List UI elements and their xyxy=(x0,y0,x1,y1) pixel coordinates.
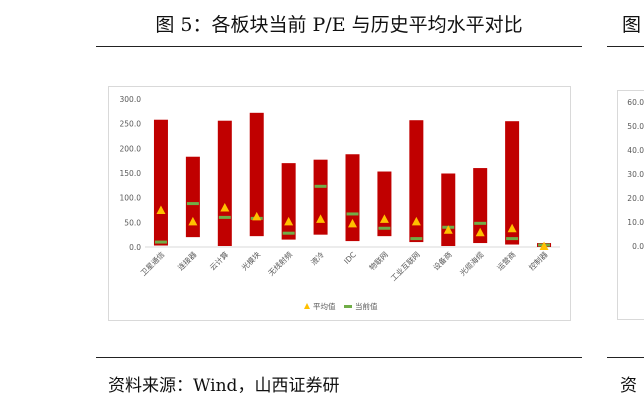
clipped-figure-title: 图 xyxy=(622,14,642,36)
legend-current-label: 当前值 xyxy=(355,301,378,311)
clipped-y-tick-label: 30.0 xyxy=(627,170,644,179)
current-marker xyxy=(218,215,231,219)
pe-chart: 300.0 250.0 200.0 150.0 100.0 50.0 0.0 卫星通信 连接器云… xyxy=(108,86,571,321)
y-tick-label: 50.0 xyxy=(124,218,141,227)
range-bar xyxy=(441,173,456,247)
x-tick-label: 无线射频 xyxy=(266,249,295,278)
range-bar xyxy=(377,171,392,237)
x-tick-label: 云计算 xyxy=(207,249,230,272)
pe-chart-svg: 300.0 250.0 200.0 150.0 100.0 50.0 0.0卫星通信 连接器云… xyxy=(120,95,560,311)
avg-marker xyxy=(188,216,198,226)
clipped-source-note: 资 xyxy=(620,376,637,396)
range-bar xyxy=(281,163,296,240)
avg-marker xyxy=(156,205,166,214)
range-bar xyxy=(345,154,360,242)
current-marker xyxy=(506,237,519,241)
x-tick-label: 工业互联网 xyxy=(388,249,422,283)
avg-marker xyxy=(539,241,549,251)
current-marker xyxy=(474,221,487,225)
range-bar xyxy=(185,156,200,238)
x-tick-label: 运营商 xyxy=(495,249,518,272)
avg-marker xyxy=(507,223,517,233)
x-tick-label: 光模块 xyxy=(239,249,262,272)
avg-marker xyxy=(220,203,230,212)
top-rule xyxy=(96,46,582,47)
y-tick-label: 150.0 xyxy=(120,169,142,178)
avg-marker xyxy=(252,211,262,221)
avg-marker xyxy=(284,216,294,226)
x-tick-label: 物联网 xyxy=(367,249,390,272)
x-tick-label: 设备商 xyxy=(431,249,454,272)
range-bar xyxy=(505,121,520,245)
x-tick-label: 连接器 xyxy=(175,249,198,272)
clipped-y-tick-label: 50.0 xyxy=(627,122,644,131)
y-tick-label: 250.0 xyxy=(120,120,142,129)
x-tick-label: 光缆海缆 xyxy=(457,249,486,278)
clipped-y-tick-label: 40.0 xyxy=(627,146,644,155)
clipped-chart: 60.0 50.0 40.0 30.0 20.0 10.0 0.0 xyxy=(617,90,644,320)
x-tick-label: IDC xyxy=(342,250,358,266)
avg-marker xyxy=(379,214,389,223)
y-tick-label: 0.0 xyxy=(129,243,141,252)
figure-title: 图 5：各板块当前 P/E 与历史平均水平对比 xyxy=(155,14,523,36)
current-marker xyxy=(410,237,423,241)
current-marker xyxy=(378,226,391,230)
avg-marker xyxy=(411,216,421,226)
legend-current-swatch xyxy=(344,305,352,308)
y-tick-label: 100.0 xyxy=(120,194,142,203)
range-bar xyxy=(153,119,168,246)
current-marker xyxy=(314,184,327,188)
y-tick-label: 300.0 xyxy=(120,95,142,104)
source-note: 资料来源：Wind，山西证券研 xyxy=(108,376,340,396)
avg-marker xyxy=(475,227,485,237)
range-bar xyxy=(217,120,232,247)
range-bar xyxy=(249,112,264,237)
current-marker xyxy=(282,231,295,235)
current-marker xyxy=(186,202,199,206)
y-tick-label: 200.0 xyxy=(120,144,142,153)
x-tick-label: 液冷 xyxy=(308,249,326,267)
clipped-top-rule xyxy=(607,46,644,47)
clipped-bottom-rule xyxy=(607,357,644,358)
avg-marker xyxy=(348,218,357,228)
avg-marker xyxy=(316,214,326,223)
clipped-y-tick-label: 10.0 xyxy=(627,218,644,227)
clipped-y-tick-label: 0.0 xyxy=(632,242,644,251)
x-tick-label: 控制器 xyxy=(526,249,549,272)
legend-avg-swatch xyxy=(304,303,310,309)
bottom-rule xyxy=(96,357,582,358)
range-bar xyxy=(409,120,424,243)
clipped-chart-svg: 60.0 50.0 40.0 30.0 20.0 10.0 0.0 xyxy=(627,98,644,251)
current-marker xyxy=(346,212,359,216)
current-marker xyxy=(154,240,167,244)
legend-avg-label: 平均值 xyxy=(313,301,336,311)
range-bar xyxy=(313,159,328,235)
clipped-y-tick-label: 20.0 xyxy=(627,194,644,203)
x-tick-label: 卫星通信 xyxy=(138,249,167,278)
avg-marker xyxy=(443,225,453,234)
clipped-y-tick-label: 60.0 xyxy=(627,98,644,107)
